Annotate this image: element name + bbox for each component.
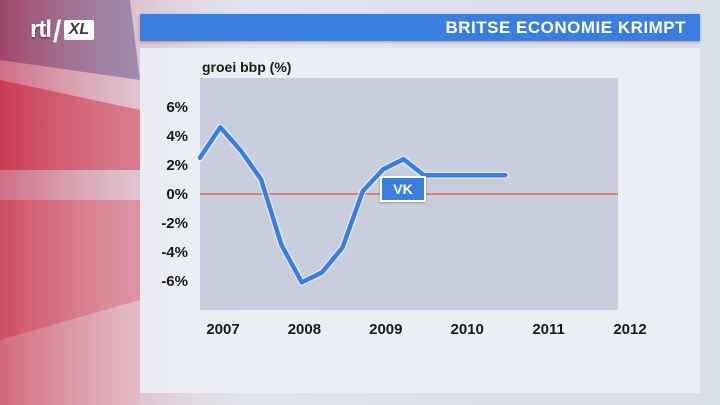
x-tick-label: 2010 (451, 321, 484, 338)
logo-channel: XL (63, 20, 95, 40)
y-tick-label: -4% (161, 244, 188, 261)
y-tick-label: 2% (166, 157, 188, 174)
y-axis-title: groei bbp (%) (202, 59, 291, 75)
logo-brand: rtl (30, 16, 52, 43)
y-tick-label: 4% (166, 128, 188, 145)
y-tick-label: -2% (161, 215, 188, 232)
y-tick-label: 6% (166, 99, 188, 116)
y-tick-label: -6% (161, 273, 188, 290)
x-tick-label: 2009 (369, 321, 402, 338)
series-line-vk (197, 125, 508, 285)
x-tick-label: 2007 (206, 321, 239, 338)
channel-logo: rtl | XL (30, 16, 95, 44)
series-label-vk: VK (380, 176, 426, 202)
title-bar: BRITSE ECONOMIE KRIMPT (140, 14, 700, 41)
x-tick-label: 2011 (532, 321, 565, 338)
chart-title: BRITSE ECONOMIE KRIMPT (445, 18, 686, 37)
y-tick-label: 0% (166, 186, 188, 203)
x-tick-label: 2008 (288, 321, 321, 338)
x-tick-label: 2012 (613, 321, 646, 338)
